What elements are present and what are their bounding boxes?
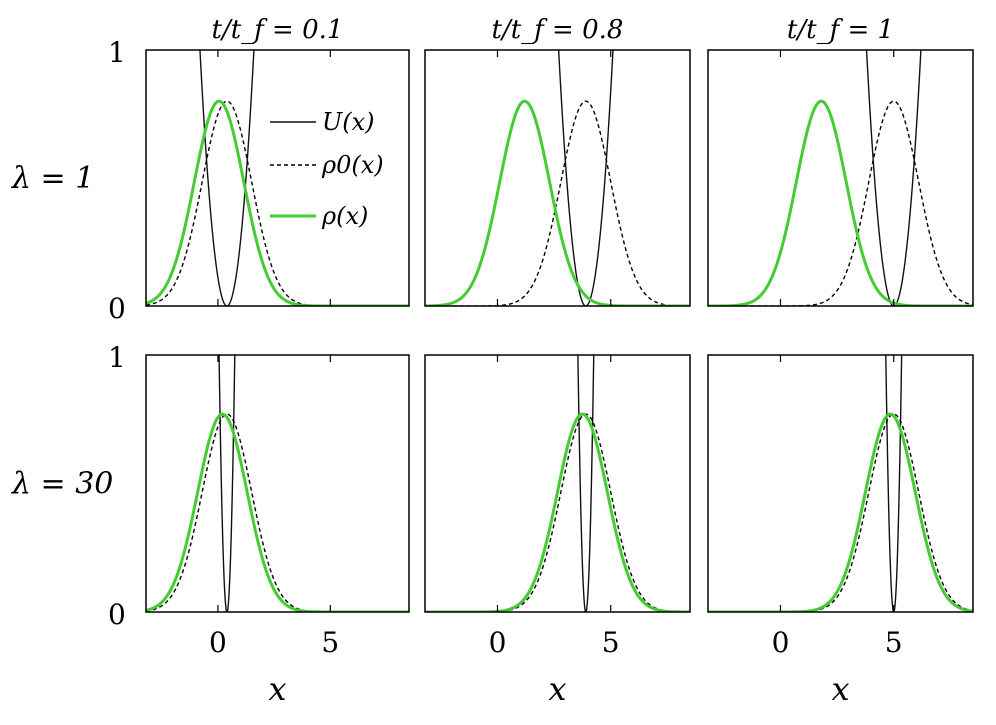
density-curve-r0c1 xyxy=(425,99,690,306)
panel-frame-r1c0 xyxy=(145,354,410,613)
legend-label-0: U(x) xyxy=(322,108,375,136)
x-tick-label-c1-1: 5 xyxy=(602,626,620,659)
x-axis-label-2: x xyxy=(831,670,849,708)
x-axis-label-1: x xyxy=(548,670,566,708)
density-curve-r1c2 xyxy=(708,412,973,612)
initial-density-curve-r0c2 xyxy=(708,100,973,306)
initial-density-curve-r0c0 xyxy=(146,100,409,306)
x-tick-label-c0-1: 5 xyxy=(321,626,339,659)
initial-density-curve-r0c1 xyxy=(425,100,690,306)
x-tick-label-c2-1: 5 xyxy=(885,626,903,659)
y-tick-label-r1-0: 0 xyxy=(108,598,126,631)
column-title-0: t/t_f = 0.1 xyxy=(212,15,344,45)
column-title-2: t/t_f = 1 xyxy=(787,15,894,45)
density-curve-r0c0 xyxy=(146,99,409,306)
y-tick-label-r1-1: 1 xyxy=(108,341,126,374)
panel-frame-r0c1 xyxy=(424,49,691,307)
x-tick-label-c2-0: 0 xyxy=(772,626,790,659)
density-curve-r1c0 xyxy=(146,412,409,612)
panel-frame-r0c2 xyxy=(707,49,974,307)
x-axis-label-0: x xyxy=(268,670,286,708)
initial-density-curve-r1c1 xyxy=(425,413,690,612)
panel-frame-r0c0 xyxy=(145,49,410,307)
legend-label-2: ρ(x) xyxy=(321,202,368,230)
x-tick-label-c0-0: 0 xyxy=(209,626,227,659)
density-curve-r1c1 xyxy=(425,412,690,612)
density-curve-r0c2 xyxy=(708,99,973,306)
panel-frame-r1c2 xyxy=(707,354,974,613)
row-label-1: λ = 30 xyxy=(11,467,113,502)
potential-curve-r0c1 xyxy=(557,50,614,306)
panel-frame-r1c1 xyxy=(424,354,691,613)
initial-density-curve-r1c2 xyxy=(708,413,973,612)
y-tick-label-r0-0: 0 xyxy=(108,292,126,325)
row-label-0: λ = 1 xyxy=(11,161,94,196)
initial-density-curve-r1c0 xyxy=(146,413,409,612)
x-tick-label-c1-0: 0 xyxy=(489,626,507,659)
column-title-1: t/t_f = 0.8 xyxy=(492,15,624,45)
legend-label-1: ρ0(x) xyxy=(321,151,384,179)
y-tick-label-r0-1: 1 xyxy=(108,36,126,69)
